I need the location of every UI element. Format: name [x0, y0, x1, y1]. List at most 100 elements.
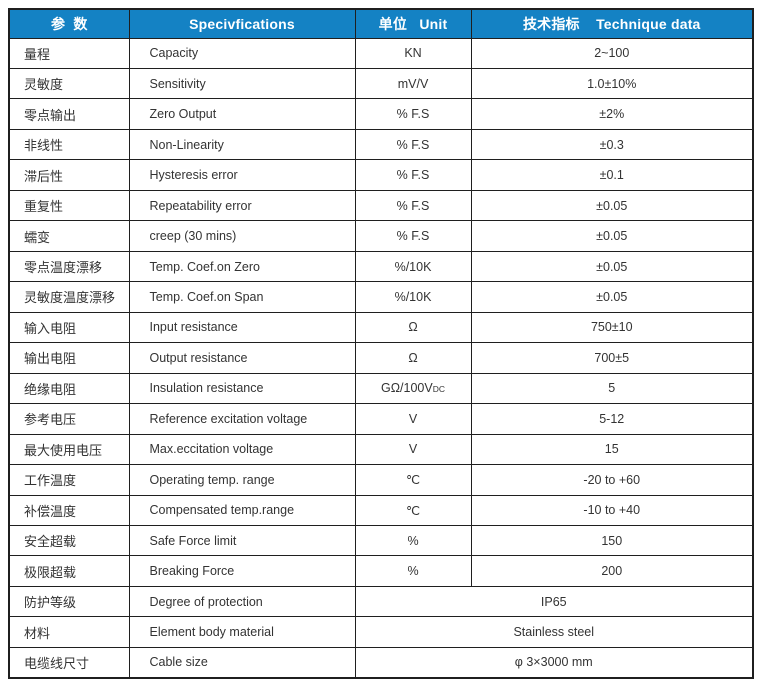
- header-cell-parameter: 参 数: [8, 8, 130, 39]
- value-cell: ±0.05: [470, 220, 754, 252]
- specification-en-cell: Cable size: [128, 646, 356, 679]
- unit-cell: mV/V: [354, 67, 472, 100]
- specification-en-cell: Insulation resistance: [128, 372, 356, 405]
- value-cell: ±2%: [470, 98, 754, 130]
- spec-table: 参 数 Specivfications 单位 Unit 技术指标 Techniq…: [8, 8, 754, 679]
- unit-cell: Ω: [354, 342, 472, 374]
- table-row: 输出电阻 Output resistance Ω 700±5: [8, 342, 754, 374]
- table-row: 材料 Element body material Stainless steel: [8, 616, 754, 648]
- parameter-cn-cell: 最大使用电压: [8, 433, 130, 466]
- value-cell: 2~100: [470, 37, 754, 69]
- value-cell: ±0.05: [470, 281, 754, 313]
- value-cell: 5: [470, 372, 754, 405]
- unit-cell: %: [354, 555, 472, 587]
- table-row: 参考电压 Reference excitation voltage V 5-12: [8, 403, 754, 435]
- specification-en-cell: Zero Output: [128, 98, 356, 130]
- specification-en-cell: Operating temp. range: [128, 464, 356, 496]
- specification-en-cell: Capacity: [128, 37, 356, 69]
- table-row: 补偿温度 Compensated temp.range ℃ -10 to +40: [8, 494, 754, 527]
- specification-en-cell: Degree of protection: [128, 585, 356, 618]
- unit-cell: % F.S: [354, 128, 472, 161]
- table-header: 参 数 Specivfications 单位 Unit 技术指标 Techniq…: [8, 8, 754, 39]
- specification-en-cell: Sensitivity: [128, 67, 356, 100]
- specification-en-cell: Breaking Force: [128, 555, 356, 587]
- value-cell: ±0.05: [470, 250, 754, 283]
- specification-en-cell: Reference excitation voltage: [128, 403, 356, 435]
- value-cell: ±0.3: [470, 128, 754, 161]
- table-row: 零点输出 Zero Output % F.S ±2%: [8, 98, 754, 130]
- unit-cell: %: [354, 524, 472, 557]
- parameter-cn-cell: 工作温度: [8, 464, 130, 496]
- table-row: 灵敏度 Sensitivity mV/V 1.0±10%: [8, 67, 754, 100]
- parameter-cn-cell: 灵敏度温度漂移: [8, 281, 130, 313]
- unit-cell: % F.S: [354, 189, 472, 222]
- spec-table-body: 量程 Capacity KN 2~100 灵敏度 Sensitivity mV/…: [8, 37, 754, 679]
- value-cell: Stainless steel: [354, 616, 754, 648]
- specification-en-cell: Output resistance: [128, 342, 356, 374]
- parameter-cn-cell: 零点温度漂移: [8, 250, 130, 283]
- value-cell: ±0.1: [470, 159, 754, 191]
- table-row: 零点温度漂移 Temp. Coef.on Zero %/10K ±0.05: [8, 250, 754, 283]
- value-cell: 750±10: [470, 311, 754, 344]
- unit-cell: GΩ/100VDC: [354, 372, 472, 405]
- specification-en-cell: Compensated temp.range: [128, 494, 356, 527]
- table-row: 绝缘电阻 Insulation resistance GΩ/100VDC 5: [8, 372, 754, 405]
- specification-en-cell: Temp. Coef.on Zero: [128, 250, 356, 283]
- parameter-cn-cell: 极限超载: [8, 555, 130, 587]
- parameter-cn-cell: 安全超载: [8, 524, 130, 557]
- value-cell: ±0.05: [470, 189, 754, 222]
- specification-en-cell: Element body material: [128, 616, 356, 648]
- table-row: 工作温度 Operating temp. range ℃ -20 to +60: [8, 464, 754, 496]
- parameter-cn-cell: 绝缘电阻: [8, 372, 130, 405]
- unit-cell: % F.S: [354, 220, 472, 252]
- unit-cell: V: [354, 433, 472, 466]
- parameter-cn-cell: 蠕变: [8, 220, 130, 252]
- unit-cell: ℃: [354, 464, 472, 496]
- table-row: 最大使用电压 Max.eccitation voltage V 15: [8, 433, 754, 466]
- table-row: 重复性 Repeatability error % F.S ±0.05: [8, 189, 754, 222]
- parameter-cn-cell: 零点输出: [8, 98, 130, 130]
- parameter-cn-cell: 重复性: [8, 189, 130, 222]
- header-cell-specifications: Specivfications: [128, 8, 356, 39]
- specification-en-cell: Safe Force limit: [128, 524, 356, 557]
- value-cell: 200: [470, 555, 754, 587]
- value-cell: -10 to +40: [470, 494, 754, 527]
- parameter-cn-cell: 电缆线尺寸: [8, 646, 130, 679]
- value-cell: 15: [470, 433, 754, 466]
- table-row: 输入电阻 Input resistance Ω 750±10: [8, 311, 754, 344]
- parameter-cn-cell: 补偿温度: [8, 494, 130, 527]
- value-cell: 5-12: [470, 403, 754, 435]
- value-cell: 1.0±10%: [470, 67, 754, 100]
- parameter-cn-cell: 材料: [8, 616, 130, 648]
- unit-cell: % F.S: [354, 98, 472, 130]
- header-cell-unit: 单位 Unit: [354, 8, 472, 39]
- value-cell: φ 3×3000 mm: [354, 646, 754, 679]
- value-cell: -20 to +60: [470, 464, 754, 496]
- parameter-cn-cell: 输出电阻: [8, 342, 130, 374]
- unit-cell: Ω: [354, 311, 472, 344]
- unit-cell: V: [354, 403, 472, 435]
- specification-en-cell: Input resistance: [128, 311, 356, 344]
- table-row: 非线性 Non-Linearity % F.S ±0.3: [8, 128, 754, 161]
- specification-en-cell: creep (30 mins): [128, 220, 356, 252]
- table-row: 电缆线尺寸 Cable size φ 3×3000 mm: [8, 646, 754, 679]
- unit-cell: ℃: [354, 494, 472, 527]
- parameter-cn-cell: 灵敏度: [8, 67, 130, 100]
- value-cell: IP65: [354, 585, 754, 618]
- parameter-cn-cell: 参考电压: [8, 403, 130, 435]
- table-row: 防护等级 Degree of protection IP65: [8, 585, 754, 618]
- parameter-cn-cell: 非线性: [8, 128, 130, 161]
- specification-en-cell: Repeatability error: [128, 189, 356, 222]
- table-row: 极限超载 Breaking Force % 200: [8, 555, 754, 587]
- unit-subscript: DC: [432, 384, 445, 395]
- table-row: 灵敏度温度漂移 Temp. Coef.on Span %/10K ±0.05: [8, 281, 754, 313]
- table-header-row: 参 数 Specivfications 单位 Unit 技术指标 Techniq…: [8, 8, 754, 39]
- value-cell: 700±5: [470, 342, 754, 374]
- specification-en-cell: Max.eccitation voltage: [128, 433, 356, 466]
- specification-en-cell: Non-Linearity: [128, 128, 356, 161]
- table-row: 安全超载 Safe Force limit % 150: [8, 524, 754, 557]
- table-row: 滞后性 Hysteresis error % F.S ±0.1: [8, 159, 754, 191]
- parameter-cn-cell: 滞后性: [8, 159, 130, 191]
- value-cell: 150: [470, 524, 754, 557]
